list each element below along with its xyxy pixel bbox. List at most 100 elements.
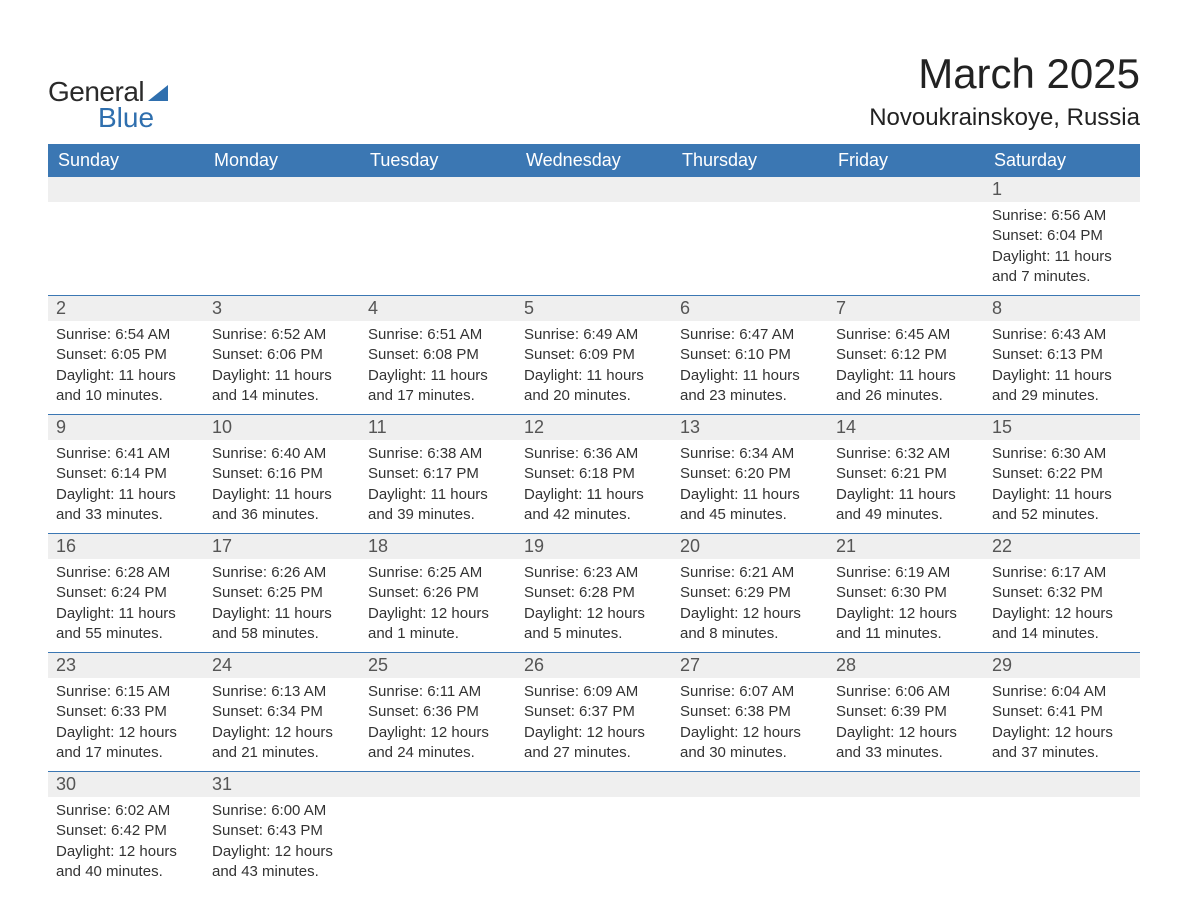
day-cell: Sunrise: 6:54 AMSunset: 6:05 PMDaylight:… xyxy=(48,321,204,415)
day-cell: Sunrise: 6:49 AMSunset: 6:09 PMDaylight:… xyxy=(516,321,672,415)
weekday-header: Sunday xyxy=(48,144,204,177)
sunrise-text: Sunrise: 6:49 AM xyxy=(524,325,664,345)
daylight-text: Daylight: 11 hours and 55 minutes. xyxy=(56,604,196,645)
daylight-text: Daylight: 11 hours and 23 minutes. xyxy=(680,366,820,407)
sunrise-text: Sunrise: 6:06 AM xyxy=(836,682,976,702)
sunrise-text: Sunrise: 6:28 AM xyxy=(56,563,196,583)
daylight-text: Daylight: 12 hours and 8 minutes. xyxy=(680,604,820,645)
day-number: 13 xyxy=(672,415,828,441)
sunset-text: Sunset: 6:16 PM xyxy=(212,464,352,484)
day-content-row: Sunrise: 6:28 AMSunset: 6:24 PMDaylight:… xyxy=(48,559,1140,653)
sunrise-text: Sunrise: 6:41 AM xyxy=(56,444,196,464)
day-number: 25 xyxy=(360,653,516,679)
sunset-text: Sunset: 6:14 PM xyxy=(56,464,196,484)
day-number: 10 xyxy=(204,415,360,441)
day-content-row: Sunrise: 6:54 AMSunset: 6:05 PMDaylight:… xyxy=(48,321,1140,415)
sunrise-text: Sunrise: 6:13 AM xyxy=(212,682,352,702)
day-number: 30 xyxy=(48,772,204,798)
day-cell: Sunrise: 6:00 AMSunset: 6:43 PMDaylight:… xyxy=(204,797,360,890)
day-number xyxy=(672,177,828,202)
day-cell: Sunrise: 6:32 AMSunset: 6:21 PMDaylight:… xyxy=(828,440,984,534)
sunrise-text: Sunrise: 6:36 AM xyxy=(524,444,664,464)
sunset-text: Sunset: 6:42 PM xyxy=(56,821,196,841)
location-label: Novoukrainskoye, Russia xyxy=(869,104,1140,132)
sunset-text: Sunset: 6:39 PM xyxy=(836,702,976,722)
daylight-text: Daylight: 11 hours and 17 minutes. xyxy=(368,366,508,407)
daylight-text: Daylight: 12 hours and 40 minutes. xyxy=(56,842,196,883)
day-number: 4 xyxy=(360,296,516,322)
sunrise-text: Sunrise: 6:56 AM xyxy=(992,206,1132,226)
sunset-text: Sunset: 6:10 PM xyxy=(680,345,820,365)
day-cell: Sunrise: 6:21 AMSunset: 6:29 PMDaylight:… xyxy=(672,559,828,653)
sunset-text: Sunset: 6:34 PM xyxy=(212,702,352,722)
sunset-text: Sunset: 6:29 PM xyxy=(680,583,820,603)
sunset-text: Sunset: 6:09 PM xyxy=(524,345,664,365)
day-number: 6 xyxy=(672,296,828,322)
day-number xyxy=(828,772,984,798)
weekday-header: Thursday xyxy=(672,144,828,177)
day-content-row: Sunrise: 6:41 AMSunset: 6:14 PMDaylight:… xyxy=(48,440,1140,534)
daylight-text: Daylight: 12 hours and 17 minutes. xyxy=(56,723,196,764)
day-cell: Sunrise: 6:09 AMSunset: 6:37 PMDaylight:… xyxy=(516,678,672,772)
day-cell: Sunrise: 6:23 AMSunset: 6:28 PMDaylight:… xyxy=(516,559,672,653)
sunset-text: Sunset: 6:04 PM xyxy=(992,226,1132,246)
sunset-text: Sunset: 6:24 PM xyxy=(56,583,196,603)
day-number: 28 xyxy=(828,653,984,679)
sunset-text: Sunset: 6:13 PM xyxy=(992,345,1132,365)
day-cell: Sunrise: 6:45 AMSunset: 6:12 PMDaylight:… xyxy=(828,321,984,415)
sunset-text: Sunset: 6:18 PM xyxy=(524,464,664,484)
day-number: 7 xyxy=(828,296,984,322)
month-title: March 2025 xyxy=(869,50,1140,98)
daylight-text: Daylight: 12 hours and 27 minutes. xyxy=(524,723,664,764)
daylight-text: Daylight: 11 hours and 33 minutes. xyxy=(56,485,196,526)
day-number: 19 xyxy=(516,534,672,560)
daylight-text: Daylight: 11 hours and 26 minutes. xyxy=(836,366,976,407)
day-number: 29 xyxy=(984,653,1140,679)
daylight-text: Daylight: 12 hours and 37 minutes. xyxy=(992,723,1132,764)
day-number: 17 xyxy=(204,534,360,560)
day-cell: Sunrise: 6:30 AMSunset: 6:22 PMDaylight:… xyxy=(984,440,1140,534)
day-cell: Sunrise: 6:36 AMSunset: 6:18 PMDaylight:… xyxy=(516,440,672,534)
day-number-row: 1 xyxy=(48,177,1140,202)
day-cell xyxy=(204,202,360,296)
daylight-text: Daylight: 11 hours and 14 minutes. xyxy=(212,366,352,407)
day-cell xyxy=(672,797,828,890)
daylight-text: Daylight: 12 hours and 24 minutes. xyxy=(368,723,508,764)
day-cell xyxy=(672,202,828,296)
day-number xyxy=(828,177,984,202)
day-number: 1 xyxy=(984,177,1140,202)
day-cell: Sunrise: 6:11 AMSunset: 6:36 PMDaylight:… xyxy=(360,678,516,772)
day-number: 26 xyxy=(516,653,672,679)
sunrise-text: Sunrise: 6:51 AM xyxy=(368,325,508,345)
day-cell: Sunrise: 6:13 AMSunset: 6:34 PMDaylight:… xyxy=(204,678,360,772)
day-number: 20 xyxy=(672,534,828,560)
daylight-text: Daylight: 11 hours and 52 minutes. xyxy=(992,485,1132,526)
day-cell: Sunrise: 6:02 AMSunset: 6:42 PMDaylight:… xyxy=(48,797,204,890)
sunset-text: Sunset: 6:33 PM xyxy=(56,702,196,722)
sunset-text: Sunset: 6:06 PM xyxy=(212,345,352,365)
day-cell: Sunrise: 6:25 AMSunset: 6:26 PMDaylight:… xyxy=(360,559,516,653)
sunrise-text: Sunrise: 6:04 AM xyxy=(992,682,1132,702)
day-content-row: Sunrise: 6:56 AMSunset: 6:04 PMDaylight:… xyxy=(48,202,1140,296)
day-cell: Sunrise: 6:38 AMSunset: 6:17 PMDaylight:… xyxy=(360,440,516,534)
weekday-header: Friday xyxy=(828,144,984,177)
day-number xyxy=(672,772,828,798)
sunrise-text: Sunrise: 6:38 AM xyxy=(368,444,508,464)
sunrise-text: Sunrise: 6:52 AM xyxy=(212,325,352,345)
sunrise-text: Sunrise: 6:00 AM xyxy=(212,801,352,821)
sunset-text: Sunset: 6:21 PM xyxy=(836,464,976,484)
day-number: 11 xyxy=(360,415,516,441)
sunset-text: Sunset: 6:22 PM xyxy=(992,464,1132,484)
day-number: 22 xyxy=(984,534,1140,560)
day-cell: Sunrise: 6:06 AMSunset: 6:39 PMDaylight:… xyxy=(828,678,984,772)
day-cell: Sunrise: 6:56 AMSunset: 6:04 PMDaylight:… xyxy=(984,202,1140,296)
sunrise-text: Sunrise: 6:09 AM xyxy=(524,682,664,702)
sunrise-text: Sunrise: 6:45 AM xyxy=(836,325,976,345)
sunrise-text: Sunrise: 6:19 AM xyxy=(836,563,976,583)
day-cell: Sunrise: 6:28 AMSunset: 6:24 PMDaylight:… xyxy=(48,559,204,653)
daylight-text: Daylight: 11 hours and 39 minutes. xyxy=(368,485,508,526)
day-number xyxy=(516,772,672,798)
brand-word-2: Blue xyxy=(98,102,168,134)
sunrise-text: Sunrise: 6:02 AM xyxy=(56,801,196,821)
daylight-text: Daylight: 12 hours and 1 minute. xyxy=(368,604,508,645)
